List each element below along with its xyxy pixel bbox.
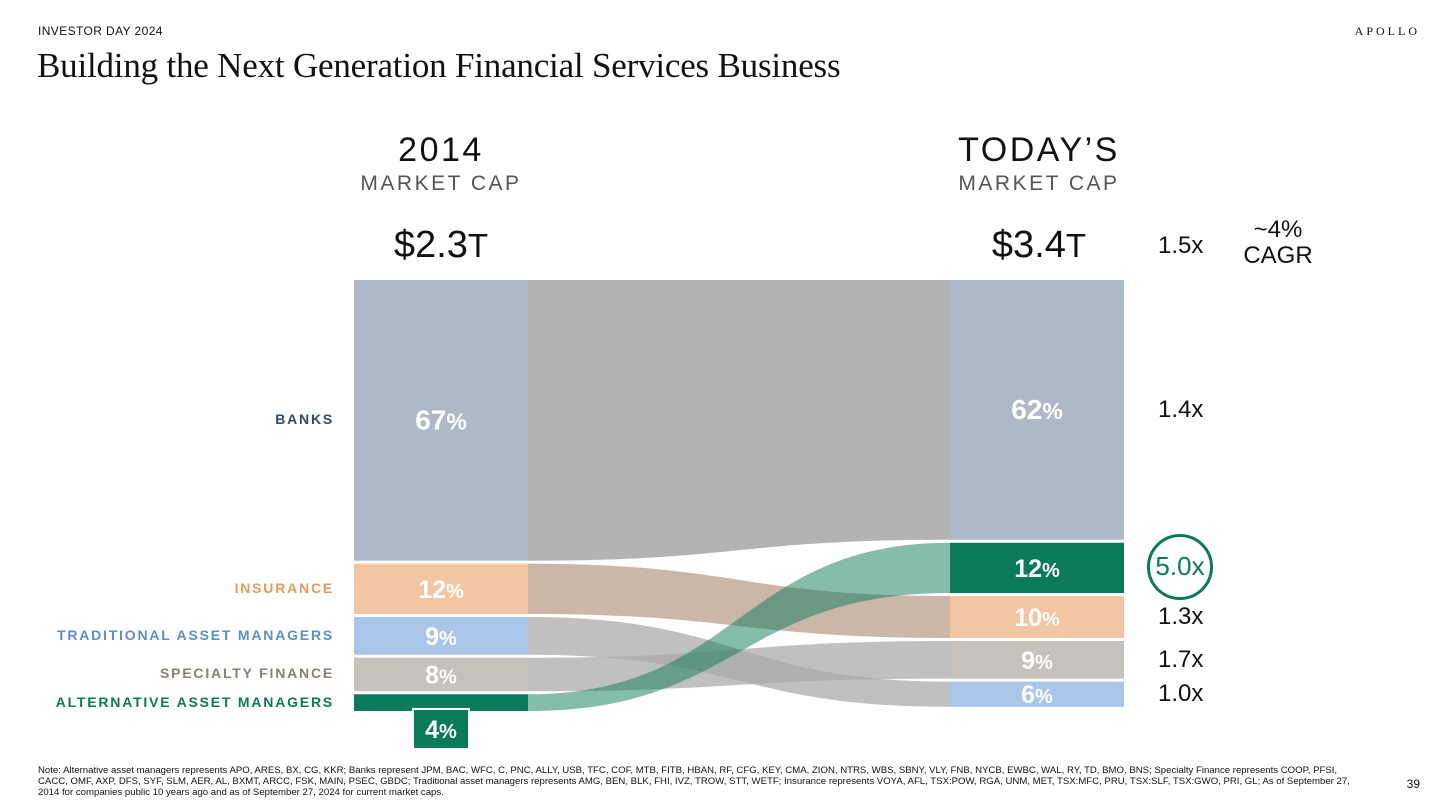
alt-2014-label-box <box>412 708 470 750</box>
bar-today-traditional <box>950 681 1124 707</box>
value-today-traditional-suffix: % <box>1035 686 1053 708</box>
total-today: $3.4T <box>889 224 1189 267</box>
value-today-insurance-num: 10 <box>1014 604 1042 632</box>
category-label-traditional: TRADITIONAL ASSET MANAGERS <box>56 626 334 643</box>
bar-2014-alternative <box>354 694 528 711</box>
category-label-banks: BANKS <box>275 411 334 428</box>
bar-today-banks <box>950 280 1124 540</box>
bar-today-alternative <box>950 542 1124 594</box>
bar-2014-insurance <box>354 563 528 615</box>
multiple-highlight-alternative: 5.0x <box>1147 533 1213 600</box>
value-today-insurance: 10% <box>1014 604 1060 632</box>
total-2014-value: $2.3 <box>393 224 468 266</box>
value-2014-insurance-num: 12 <box>418 576 446 604</box>
event-label: INVESTOR DAY 2024 <box>38 24 163 38</box>
value-today-banks-suffix: % <box>1042 398 1062 424</box>
value-today-insurance-suffix: % <box>1042 609 1060 631</box>
category-label-insurance: INSURANCE <box>234 579 334 596</box>
value-today-alternative-num: 12 <box>1014 555 1042 583</box>
page-number: 39 <box>1406 777 1420 791</box>
value-2014-traditional: 9% <box>425 623 457 651</box>
value-today-banks-num: 62 <box>1011 394 1042 425</box>
bar-2014-banks <box>354 280 528 561</box>
flow-insurance <box>528 563 950 638</box>
value-label-group: 67%12%9%8%4%62%12%10%9%6% <box>412 394 1063 750</box>
value-2014-alternative-suffix: % <box>439 721 457 743</box>
total-today-value: $3.4 <box>991 224 1066 266</box>
flow-alternative <box>528 542 950 711</box>
cagr-callout: ~4% CAGR <box>1228 217 1328 269</box>
footnote: Note: Alternative asset managers represe… <box>38 765 1350 798</box>
multiple-banks: 1.4x <box>1158 395 1204 423</box>
category-label-alternative: ALTERNATIVE ASSET MANAGERS <box>55 693 334 710</box>
value-2014-traditional-num: 9 <box>425 623 439 651</box>
value-2014-banks: 67% <box>415 404 467 435</box>
value-today-banks: 62% <box>1011 394 1063 425</box>
bar-today-specialty <box>950 640 1124 679</box>
value-2014-banks-num: 67 <box>415 404 446 435</box>
bar-group <box>354 280 1124 711</box>
bar-2014-specialty <box>354 657 528 692</box>
right-subtitle: MARKET CAP <box>958 172 1120 195</box>
value-2014-alternative-num: 4 <box>425 716 439 744</box>
value-today-specialty-suffix: % <box>1035 652 1053 674</box>
page-title: Building the Next Generation Financial S… <box>37 46 841 85</box>
bar-2014-traditional <box>354 617 528 655</box>
value-today-traditional-num: 6 <box>1021 681 1035 709</box>
total-2014: $2.3T <box>291 224 591 267</box>
left-subtitle: MARKET CAP <box>360 172 522 195</box>
left-year: 2014 <box>398 131 484 169</box>
multiple-specialty: 1.7x <box>1158 645 1204 673</box>
value-today-specialty: 9% <box>1021 647 1053 675</box>
category-label-specialty: SPECIALTY FINANCE <box>160 665 334 682</box>
value-2014-banks-suffix: % <box>446 408 466 434</box>
value-2014-specialty-num: 8 <box>425 661 439 689</box>
value-today-alternative: 12% <box>1014 555 1060 583</box>
flow-group <box>528 280 950 711</box>
value-2014-specialty: 8% <box>425 661 457 689</box>
bar-today-insurance <box>950 596 1124 638</box>
value-2014-specialty-suffix: % <box>439 666 457 688</box>
value-2014-traditional-suffix: % <box>439 628 457 650</box>
total-multiple: 1.5x <box>1158 232 1204 259</box>
value-today-traditional: 6% <box>1021 681 1053 709</box>
left-column-header: 2014 MARKET CAP <box>291 131 591 196</box>
value-2014-insurance: 12% <box>418 576 464 604</box>
multiple-insurance: 1.3x <box>1158 603 1204 630</box>
multiple-traditional: 1.0x <box>1158 680 1204 708</box>
total-2014-unit: T <box>467 227 489 264</box>
value-2014-alternative: 4% <box>425 716 457 744</box>
total-today-unit: T <box>1065 227 1087 264</box>
right-column-header: TODAY’S MARKET CAP <box>889 131 1189 196</box>
value-today-alternative-suffix: % <box>1042 560 1060 582</box>
brand-logo: APOLLO <box>1354 24 1420 38</box>
value-2014-insurance-suffix: % <box>446 581 464 603</box>
right-year: TODAY’S <box>958 131 1120 169</box>
value-today-specialty-num: 9 <box>1021 647 1035 675</box>
flow-banks <box>528 280 950 561</box>
cagr-label: CAGR <box>1243 242 1313 269</box>
cagr-value: ~4% <box>1253 216 1303 243</box>
multiple-alternative: 5.0x <box>1155 551 1205 582</box>
